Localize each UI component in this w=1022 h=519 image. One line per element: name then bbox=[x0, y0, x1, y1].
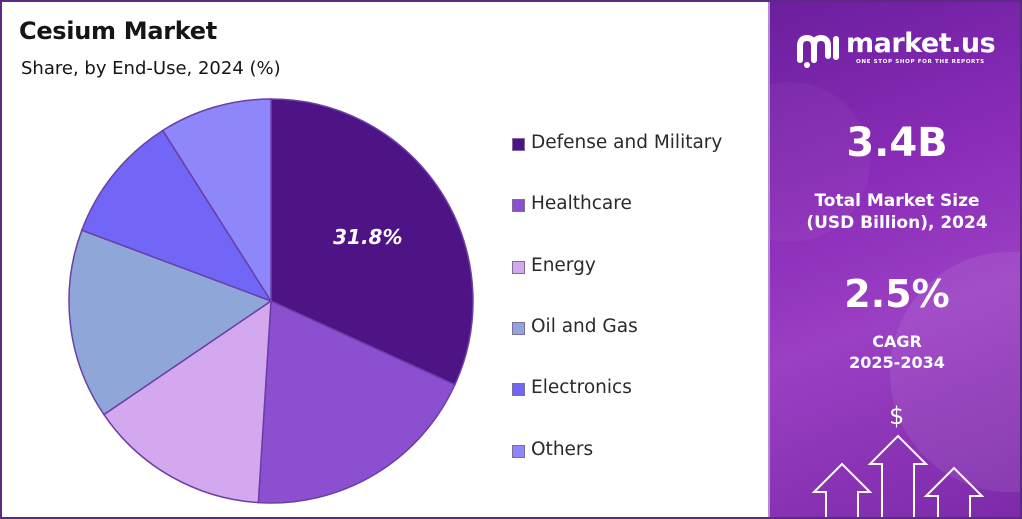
cagr-value: 2.5% bbox=[844, 272, 950, 316]
brand-tagline: ONE STOP SHOP FOR THE REPORTS bbox=[856, 59, 985, 65]
market-size-value: 3.4B bbox=[846, 120, 948, 166]
cagr-label: CAGR 2025-2034 bbox=[770, 332, 1020, 374]
legend-label: Energy bbox=[531, 254, 596, 276]
pie-slice-energy bbox=[102, 299, 272, 504]
pie-slice-others bbox=[161, 98, 272, 304]
arrow-left-icon bbox=[811, 462, 873, 517]
legend-label: Defense and Military bbox=[531, 132, 723, 153]
brand-name: market.us bbox=[846, 28, 996, 59]
legend-label: Electronics bbox=[531, 377, 632, 399]
brand-logo: market.us ONE STOP SHOP FOR THE REPORTS bbox=[796, 28, 1016, 74]
pie-data-labels: 31.8% bbox=[333, 225, 402, 249]
summary-sidebar: market.us ONE STOP SHOP FOR THE REPORTS … bbox=[768, 2, 1020, 517]
legend-swatch bbox=[512, 199, 525, 213]
market-us-logo-icon bbox=[797, 34, 839, 68]
legend-label: Others bbox=[531, 438, 594, 460]
market-size-label: Total Market Size (USD Billion), 2024 bbox=[770, 190, 1020, 234]
arrow-right-icon bbox=[923, 466, 985, 517]
legend-swatch bbox=[512, 383, 525, 397]
pie-chart: 31.8% bbox=[68, 98, 474, 504]
legend-swatch bbox=[512, 321, 525, 335]
pie-slice-electronics bbox=[80, 129, 273, 303]
legend-swatch bbox=[512, 444, 525, 458]
cagr-label-line1: CAGR bbox=[872, 332, 922, 351]
chart-panel: Cesium Market Share, by End-Use, 2024 (%… bbox=[2, 2, 768, 517]
pie-slice-healthcare bbox=[257, 299, 456, 504]
legend-swatch bbox=[512, 138, 525, 151]
dollar-icon: $ bbox=[889, 402, 905, 430]
pie-data-label: 31.8% bbox=[333, 225, 402, 249]
cagr-label-line2: 2025-2034 bbox=[849, 352, 945, 372]
chart-title: Cesium Market bbox=[19, 17, 217, 45]
market-size-label-line2: (USD Billion), 2024 bbox=[806, 213, 988, 234]
legend-swatch bbox=[512, 260, 525, 274]
legend-label: Oil and Gas bbox=[531, 315, 638, 337]
arrow-center-icon bbox=[867, 434, 929, 517]
market-size-label-line1: Total Market Size bbox=[814, 191, 980, 211]
pie-slices bbox=[68, 98, 474, 504]
pie-slice-defense-and-military bbox=[270, 98, 474, 386]
growth-arrows-icon bbox=[811, 434, 985, 517]
legend-label: Healthcare bbox=[531, 193, 632, 215]
pie-slice-oil-and-gas bbox=[68, 229, 273, 416]
chart-subtitle: Share, by End-Use, 2024 (%) bbox=[21, 58, 281, 79]
